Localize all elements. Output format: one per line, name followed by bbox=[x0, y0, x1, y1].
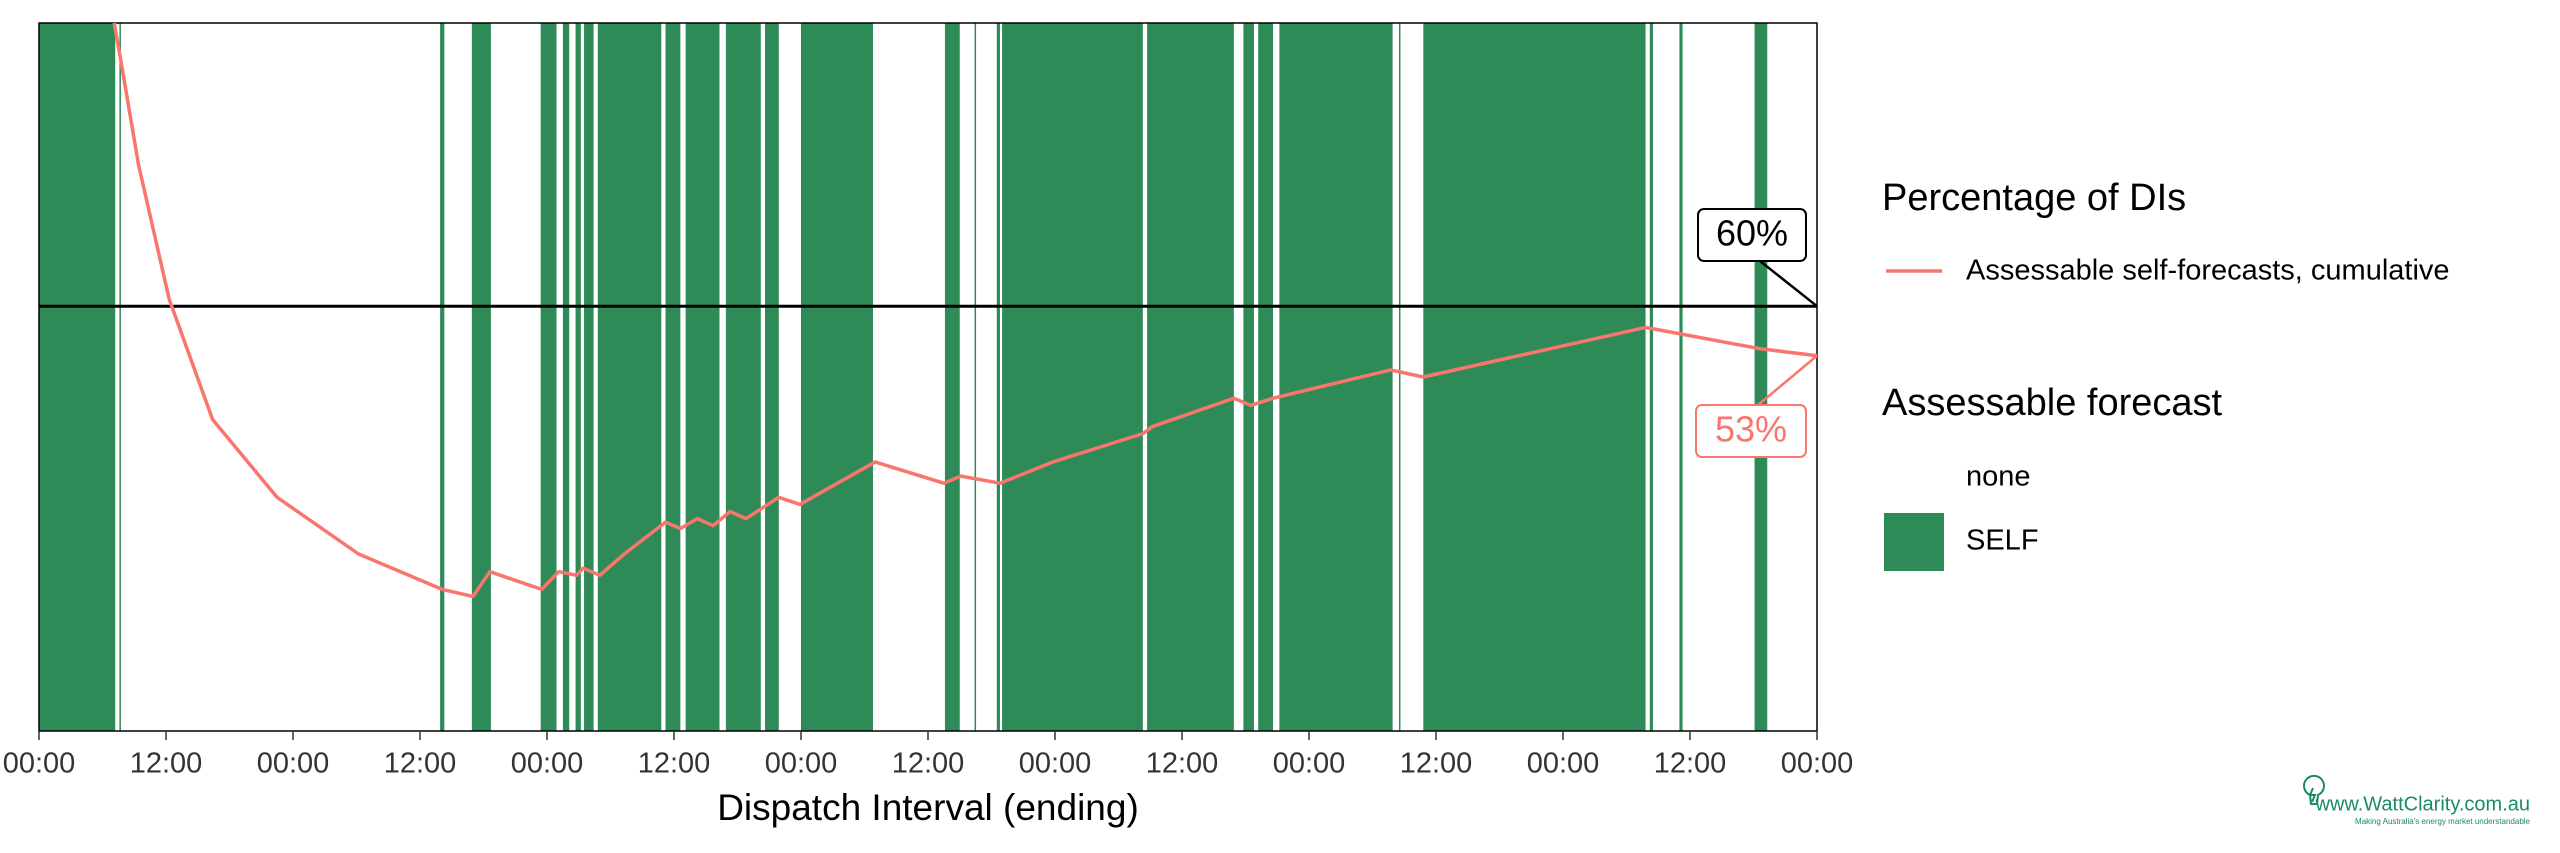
self-interval bbox=[1258, 23, 1274, 731]
self-interval bbox=[801, 23, 873, 731]
reference-label: 60% bbox=[1716, 213, 1788, 254]
legend-label: SELF bbox=[1966, 525, 2039, 557]
legend-title: Percentage of DIs bbox=[1882, 177, 2186, 219]
self-interval bbox=[1279, 23, 1393, 731]
tagline: Making Australia's energy market underst… bbox=[2355, 817, 2531, 826]
x-tick-label: 00:00 bbox=[1781, 748, 1854, 780]
x-tick-label: 12:00 bbox=[1400, 748, 1473, 780]
label-box bbox=[1695, 404, 1807, 458]
x-tick-label: 12:00 bbox=[892, 748, 965, 780]
x-tick-label: 12:00 bbox=[384, 748, 457, 780]
x-tick-label: 00:00 bbox=[3, 748, 76, 780]
x-tick-label: 00:00 bbox=[511, 748, 584, 780]
self-interval bbox=[119, 23, 121, 731]
self-interval bbox=[471, 23, 491, 731]
self-interval bbox=[765, 23, 779, 731]
self-interval bbox=[440, 23, 445, 731]
x-tick-label: 12:00 bbox=[638, 748, 711, 780]
self-interval bbox=[1243, 23, 1254, 731]
self-interval bbox=[1423, 23, 1646, 731]
x-tick-label: 00:00 bbox=[257, 748, 330, 780]
x-tick-label: 00:00 bbox=[1273, 748, 1346, 780]
legend-title: Assessable forecast bbox=[1882, 382, 2222, 424]
cumulative-line bbox=[112, 22, 1818, 599]
x-tick-label: 12:00 bbox=[130, 748, 203, 780]
self-interval bbox=[540, 23, 557, 731]
x-tick-label: 00:00 bbox=[1019, 748, 1092, 780]
self-interval bbox=[1649, 23, 1653, 731]
self-interval bbox=[1147, 23, 1234, 731]
self-interval bbox=[584, 23, 594, 731]
label-pointer bbox=[1757, 354, 1818, 406]
legend-swatch bbox=[1884, 449, 1944, 507]
x-tick-label: 00:00 bbox=[1527, 748, 1600, 780]
watermark-icon bbox=[2303, 774, 2325, 805]
x-tick-label: 12:00 bbox=[1146, 748, 1219, 780]
self-interval bbox=[685, 23, 720, 731]
self-interval bbox=[725, 23, 761, 731]
self-interval bbox=[974, 23, 977, 731]
self-interval bbox=[1754, 23, 1768, 731]
legend-label: none bbox=[1966, 461, 2031, 493]
legend-swatch bbox=[1884, 513, 1944, 571]
self-interval bbox=[39, 23, 116, 731]
label-box bbox=[1697, 208, 1807, 262]
self-interval bbox=[944, 23, 960, 731]
x-tick-label: 12:00 bbox=[1654, 748, 1727, 780]
self-interval bbox=[1679, 23, 1683, 731]
x-axis-title: Dispatch Interval (ending) bbox=[717, 787, 1139, 828]
self-interval bbox=[562, 23, 570, 731]
legend-label: Assessable self-forecasts, cumulative bbox=[1966, 255, 2450, 287]
self-interval bbox=[597, 23, 662, 731]
end-label: 53% bbox=[1715, 409, 1787, 450]
x-tick-label: 00:00 bbox=[765, 748, 838, 780]
watermark: www.WattClarity.com.au bbox=[2315, 793, 2530, 815]
self-interval bbox=[1002, 23, 1143, 731]
self-interval bbox=[996, 23, 1000, 731]
self-interval bbox=[665, 23, 681, 731]
label-pointer bbox=[1759, 260, 1818, 308]
self-interval bbox=[575, 23, 581, 731]
self-interval bbox=[1398, 23, 1401, 731]
